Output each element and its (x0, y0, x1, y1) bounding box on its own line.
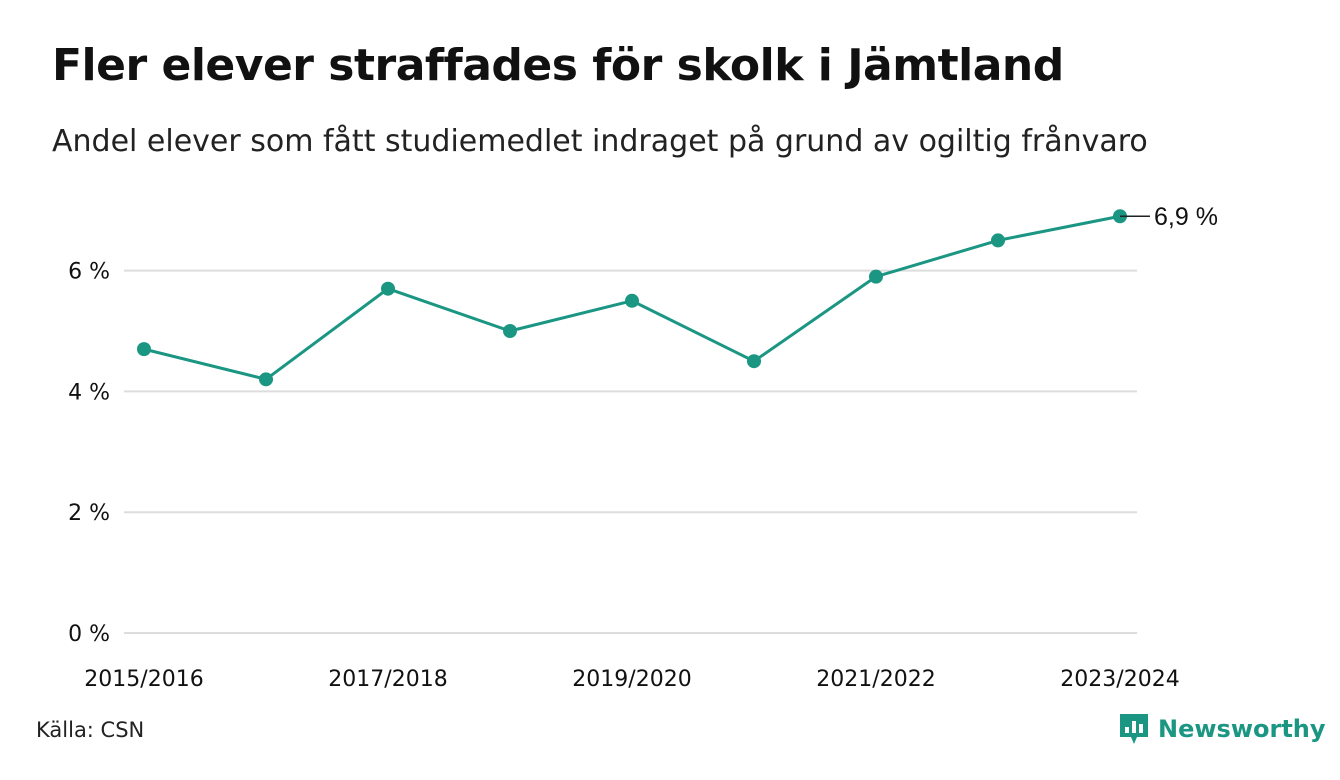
y-tick-label: 0 % (68, 622, 110, 647)
data-point (869, 269, 883, 284)
brand-logo: Newsworthy (1118, 712, 1326, 746)
y-tick-label: 6 % (68, 260, 110, 285)
x-tick-label: 2019/2020 (572, 667, 691, 692)
chart-subtitle: Andel elever som fått studiemedlet indra… (52, 124, 1148, 159)
data-point (991, 233, 1005, 248)
newsworthy-logo-icon (1120, 714, 1148, 744)
x-tick-label: 2023/2024 (1060, 667, 1179, 692)
x-tick-label: 2015/2016 (84, 667, 203, 692)
chart-title: Fler elever straffades för skolk i Jämtl… (52, 40, 1064, 91)
x-tick-label: 2021/2022 (816, 667, 935, 692)
data-point (259, 372, 273, 387)
data-point (381, 281, 395, 296)
source-note: Källa: CSN (36, 718, 145, 742)
y-tick-label: 2 % (68, 501, 110, 526)
data-point (625, 293, 639, 308)
data-point (503, 324, 517, 338)
x-tick-label: 2017/2018 (328, 667, 447, 692)
y-tick-label: 4 % (68, 380, 110, 405)
end-value-label: 6,9 % (1154, 203, 1218, 231)
data-point (747, 354, 761, 369)
brand-name: Newsworthy (1158, 715, 1326, 743)
data-point (137, 342, 151, 357)
